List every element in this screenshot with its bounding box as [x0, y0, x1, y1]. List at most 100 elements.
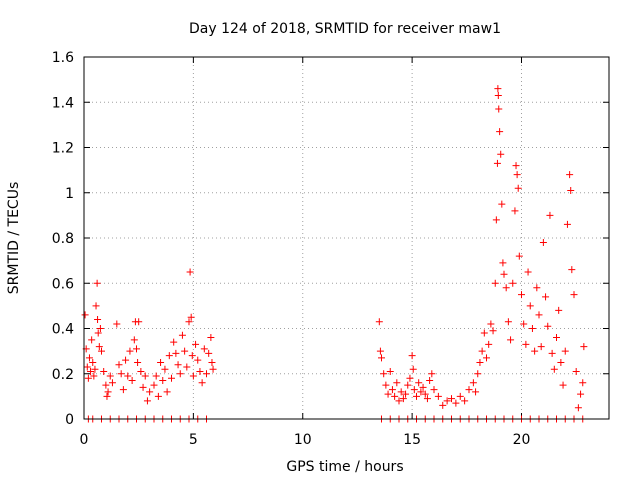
data-point: [550, 365, 558, 373]
data-point: [469, 379, 477, 387]
data-point: [553, 334, 560, 342]
data-point: [198, 379, 206, 387]
data-point: [485, 340, 493, 348]
data-point: [181, 347, 189, 355]
data-point: [515, 252, 523, 260]
data-point: [513, 171, 521, 179]
data-point: [566, 171, 574, 179]
data-point: [141, 372, 149, 380]
data-point: [439, 401, 447, 409]
data-point: [117, 370, 125, 378]
data-point: [194, 356, 202, 364]
data-point: [382, 381, 390, 389]
data-point: [91, 365, 99, 373]
data-point: [87, 367, 95, 375]
data-point: [384, 390, 392, 398]
data-point: [480, 329, 488, 337]
data-point: [567, 186, 575, 194]
chart-title: Day 124 of 2018, SRMTID for receiver maw…: [189, 21, 501, 37]
data-point: [495, 105, 503, 113]
data-point: [94, 315, 102, 323]
data-point: [203, 370, 210, 378]
data-point: [512, 162, 520, 170]
y-axis-label: SRMTID / TECUs: [6, 182, 22, 295]
data-point: [128, 377, 136, 385]
data-point: [81, 311, 89, 319]
data-point: [134, 358, 142, 366]
data-point: [465, 386, 473, 394]
data-point: [478, 347, 486, 355]
data-point: [504, 318, 512, 326]
data-point: [494, 91, 502, 99]
data-point: [84, 374, 92, 382]
data-point: [395, 397, 403, 405]
data-point: [89, 358, 97, 366]
x-tick-label: 15: [403, 432, 421, 448]
data-point: [579, 379, 587, 387]
data-point: [487, 320, 495, 328]
data-point: [170, 338, 178, 346]
data-point: [165, 352, 173, 360]
data-point: [196, 367, 204, 375]
data-point: [421, 390, 429, 398]
y-tick-label: 0.6: [52, 276, 74, 292]
data-point: [146, 388, 154, 396]
data-point: [493, 159, 501, 167]
data-point: [119, 386, 127, 394]
data-point: [90, 372, 98, 380]
data-point: [499, 259, 507, 267]
y-tick-label: 0.4: [52, 322, 74, 338]
data-point: [518, 291, 525, 299]
data-point: [137, 367, 145, 375]
data-point: [544, 322, 552, 330]
data-point: [415, 379, 423, 387]
data-point: [188, 352, 196, 360]
data-point: [509, 279, 517, 287]
data-point: [122, 356, 130, 364]
data-point: [94, 329, 102, 337]
data-point: [157, 358, 165, 366]
data-point: [85, 354, 93, 362]
x-tick-label: 10: [294, 432, 312, 448]
data-point: [526, 302, 534, 310]
data-points: [81, 85, 588, 423]
data-point: [183, 363, 191, 371]
data-point: [426, 377, 434, 385]
data-point: [152, 372, 160, 380]
data-point: [402, 390, 410, 398]
data-point: [472, 388, 480, 396]
data-point: [115, 361, 123, 369]
data-point: [474, 370, 482, 378]
y-tick-label: 1.6: [52, 50, 74, 66]
data-point: [104, 388, 112, 396]
data-point: [189, 372, 197, 380]
data-point: [159, 377, 167, 385]
data-point: [514, 184, 522, 192]
data-point: [133, 345, 140, 353]
data-point: [380, 370, 388, 378]
data-point: [83, 363, 91, 371]
data-point: [130, 336, 138, 344]
data-point: [124, 372, 132, 380]
data-point: [375, 318, 383, 326]
data-point: [535, 311, 543, 319]
x-axis-label: GPS time / hours: [286, 459, 403, 475]
data-point: [92, 302, 100, 310]
data-point: [413, 392, 420, 400]
y-tick-label: 1.2: [52, 141, 74, 157]
data-point: [417, 388, 425, 396]
data-point: [476, 358, 484, 366]
data-point: [456, 392, 464, 400]
data-point: [209, 365, 217, 373]
data-point: [491, 279, 499, 287]
data-point: [174, 361, 182, 369]
data-point: [574, 404, 582, 412]
y-tick-label: 1.4: [52, 95, 74, 111]
data-point: [546, 211, 554, 219]
data-point: [185, 318, 193, 326]
data-point: [386, 367, 394, 375]
data-point: [388, 386, 396, 394]
y-tick-label: 0.2: [52, 367, 74, 383]
data-point: [143, 397, 151, 405]
data-point: [207, 334, 215, 342]
